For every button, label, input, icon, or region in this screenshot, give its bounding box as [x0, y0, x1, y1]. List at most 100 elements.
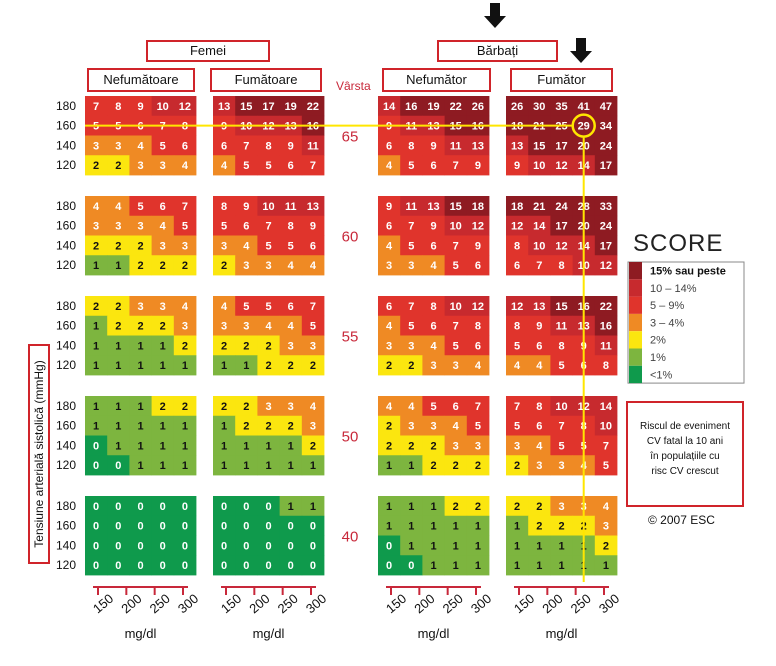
- risk-cell: [279, 435, 303, 456]
- chol-tick-label: 250: [440, 591, 466, 616]
- risk-value: 17: [555, 221, 567, 233]
- risk-cell: [173, 155, 197, 176]
- risk-value: 1: [288, 440, 294, 452]
- risk-value: 5: [408, 240, 414, 252]
- risk-cell: [550, 535, 573, 556]
- risk-cell: [129, 255, 152, 276]
- risk-cell: [85, 255, 108, 276]
- risk-value: 2: [265, 340, 271, 352]
- risk-cell: [422, 215, 445, 236]
- risk-value: 5: [408, 321, 414, 333]
- risk-cell: [257, 155, 280, 176]
- risk-value: 3: [558, 501, 564, 513]
- risk-value: 4: [288, 260, 295, 272]
- risk-cell: [301, 196, 325, 217]
- risk-value: 0: [288, 540, 294, 552]
- risk-value: 1: [115, 401, 121, 413]
- risk-value: 22: [307, 101, 319, 113]
- risk-cell: [444, 535, 468, 556]
- risk-cell: [151, 315, 175, 336]
- risk-cell: [85, 296, 108, 317]
- risk-value: 0: [386, 540, 392, 552]
- risk-cell: [422, 96, 445, 117]
- risk-value: 3: [408, 421, 414, 433]
- risk-value: 2: [514, 460, 520, 472]
- risk-cell: [151, 96, 175, 117]
- risk-cell: [506, 396, 529, 417]
- risk-cell: [301, 455, 325, 476]
- note-box: Riscul de eveniment CV fatal la 10 ani î…: [626, 401, 744, 507]
- risk-cell: [444, 235, 468, 256]
- risk-cell: [594, 455, 618, 476]
- risk-cell: [301, 496, 325, 517]
- risk-cell: [85, 535, 108, 556]
- risk-cell: [594, 355, 618, 376]
- risk-cell: [506, 455, 529, 476]
- risk-cell: [378, 515, 401, 536]
- risk-cell: [444, 355, 468, 376]
- risk-value: 4: [408, 401, 415, 413]
- risk-value: 0: [243, 540, 249, 552]
- risk-value: 1: [93, 401, 99, 413]
- risk-cell: [257, 535, 280, 556]
- risk-cell: [444, 96, 468, 117]
- risk-value: 3: [475, 440, 481, 452]
- risk-value: 12: [472, 221, 484, 233]
- risk-value: 3: [310, 421, 316, 433]
- risk-value: 24: [600, 140, 613, 152]
- legend-swatch: [629, 296, 642, 314]
- risk-value: 3: [115, 140, 121, 152]
- risk-value: 5: [453, 260, 459, 272]
- risk-value: 3: [408, 340, 414, 352]
- risk-value: 0: [93, 460, 99, 472]
- risk-cell: [279, 515, 303, 536]
- risk-value: 1: [182, 360, 188, 372]
- risk-cell: [550, 415, 573, 436]
- risk-cell: [301, 215, 325, 236]
- risk-value: 1: [288, 460, 294, 472]
- smoker-women-label: Fumătoare: [234, 72, 298, 87]
- risk-cell: [107, 355, 130, 376]
- risk-cell: [550, 496, 573, 517]
- risk-cell: [235, 435, 258, 456]
- risk-value: 5: [288, 240, 294, 252]
- risk-cell: [466, 355, 490, 376]
- risk-value: 1: [453, 521, 459, 533]
- risk-value: 4: [310, 260, 317, 272]
- risk-value: 15: [240, 101, 252, 113]
- risk-cell: [85, 415, 108, 436]
- risk-value: 1: [115, 360, 121, 372]
- risk-value: 11: [556, 321, 568, 333]
- risk-cell: [528, 335, 551, 356]
- risk-cell: [173, 135, 197, 156]
- risk-value: 0: [93, 560, 99, 572]
- risk-cell: [107, 135, 130, 156]
- risk-value: 0: [221, 501, 227, 513]
- risk-value: 3: [265, 401, 271, 413]
- risk-cell: [129, 135, 152, 156]
- risk-value: 0: [115, 460, 121, 472]
- risk-cell: [129, 496, 152, 517]
- risk-cell: [378, 215, 401, 236]
- risk-value: 17: [600, 160, 612, 172]
- risk-value: 1: [265, 460, 271, 472]
- risk-value: 2: [386, 360, 392, 372]
- risk-value: 7: [603, 440, 609, 452]
- risk-value: 3: [603, 521, 609, 533]
- risk-value: 19: [285, 101, 297, 113]
- risk-cell: [213, 415, 236, 436]
- risk-value: 0: [243, 501, 249, 513]
- risk-cell: [550, 196, 573, 217]
- risk-value: 8: [558, 340, 564, 352]
- risk-cell: [528, 296, 551, 317]
- risk-value: 9: [137, 101, 143, 113]
- risk-value: 1: [182, 421, 188, 433]
- risk-cell: [550, 296, 573, 317]
- risk-cell: [107, 255, 130, 276]
- risk-cell: [301, 315, 325, 336]
- risk-cell: [213, 455, 236, 476]
- chol-tick-label: 250: [147, 591, 173, 616]
- chol-tick-label: 300: [175, 591, 201, 616]
- risk-value: 6: [536, 340, 542, 352]
